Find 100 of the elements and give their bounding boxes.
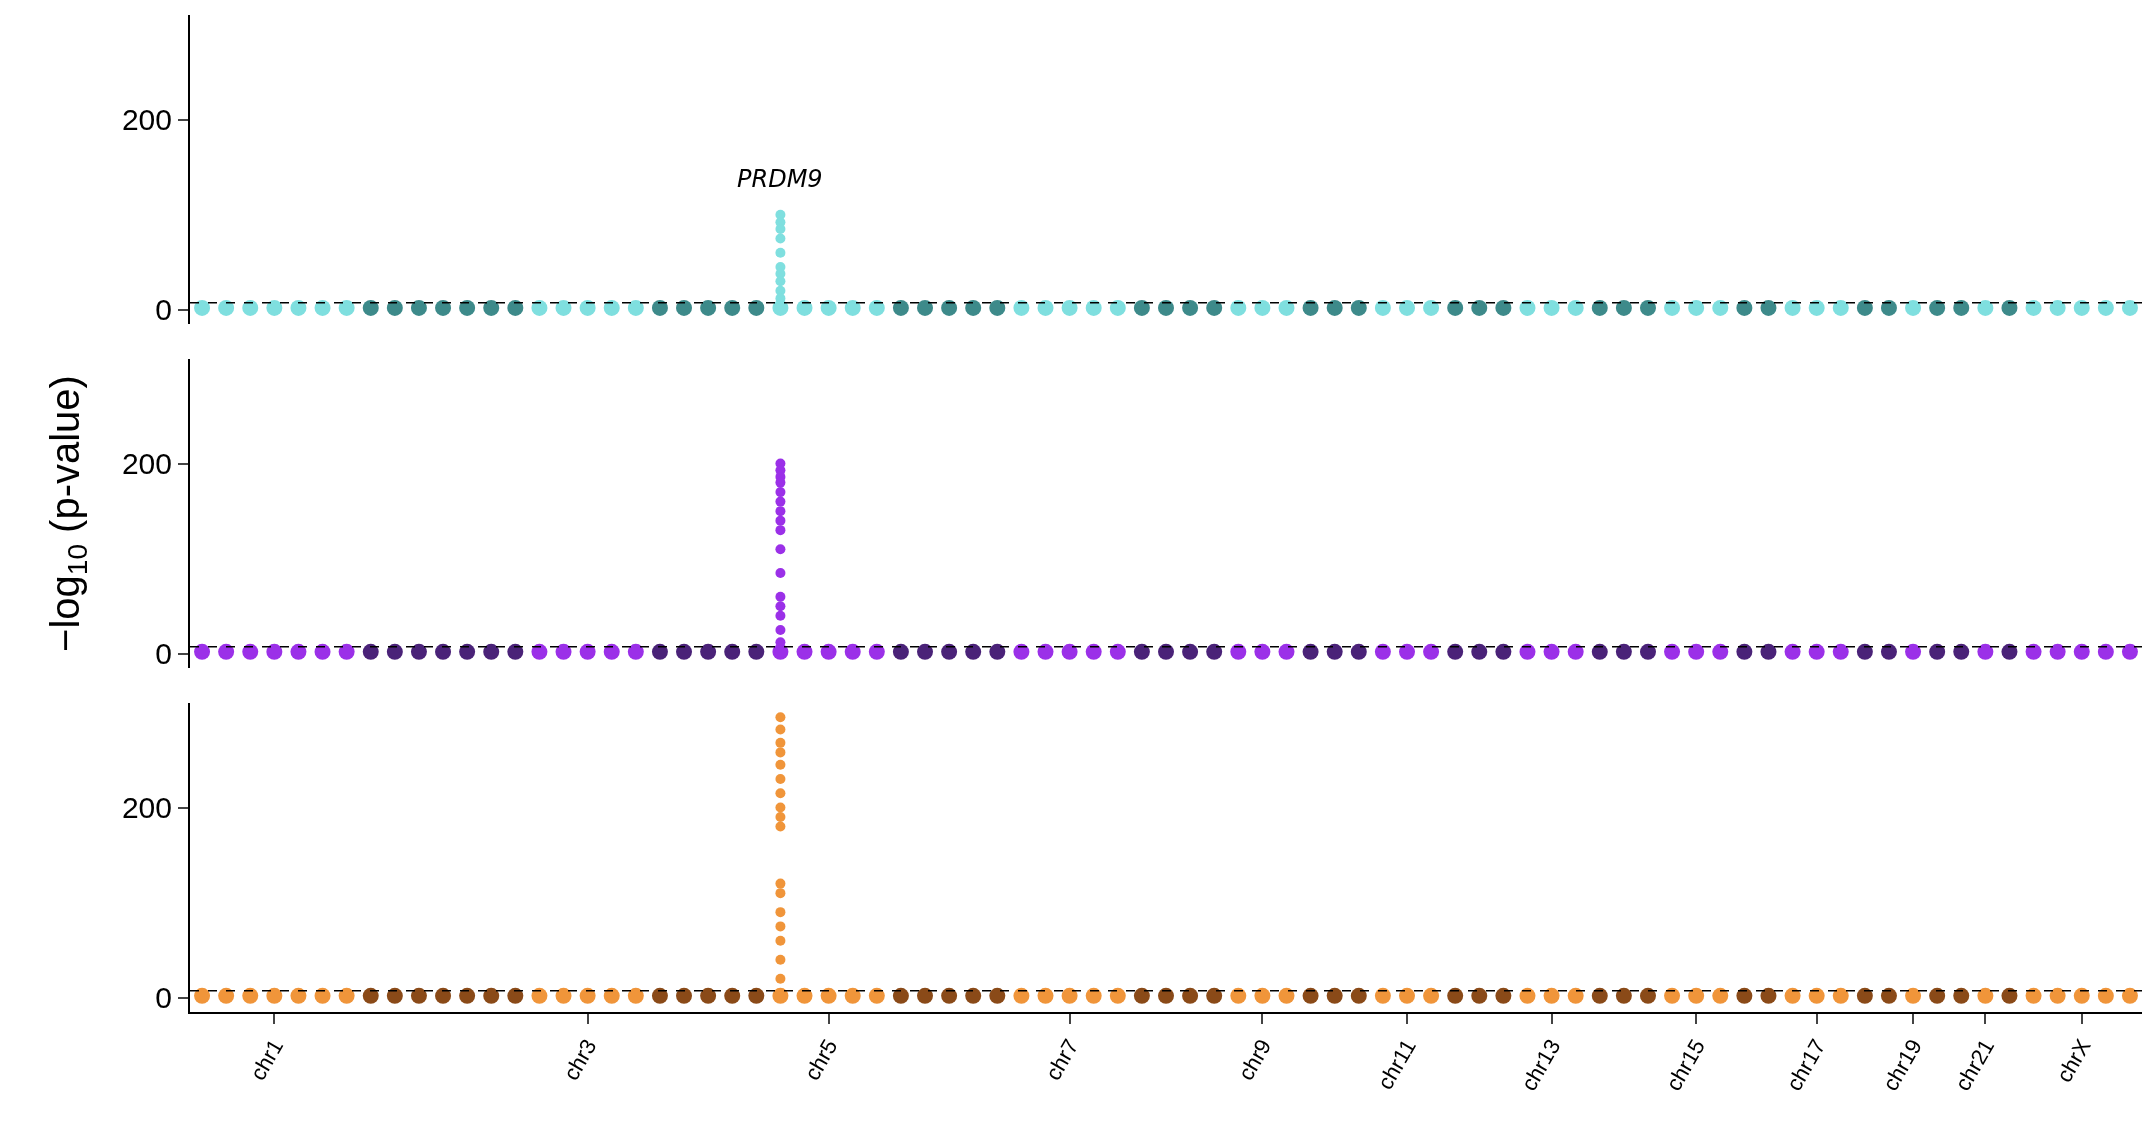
point bbox=[965, 299, 982, 316]
point bbox=[1326, 643, 1343, 660]
point bbox=[820, 987, 837, 1004]
point bbox=[775, 496, 786, 507]
point bbox=[941, 987, 958, 1004]
point bbox=[1133, 299, 1150, 316]
point bbox=[410, 987, 427, 1004]
point bbox=[844, 987, 861, 1004]
point bbox=[1109, 987, 1126, 1004]
point bbox=[1254, 299, 1271, 316]
point bbox=[1736, 643, 1753, 660]
point bbox=[555, 299, 572, 316]
point bbox=[1423, 987, 1440, 1004]
point bbox=[1808, 987, 1825, 1004]
point bbox=[844, 643, 861, 660]
point bbox=[676, 987, 693, 1004]
point bbox=[507, 299, 524, 316]
point bbox=[1615, 299, 1632, 316]
point bbox=[338, 299, 355, 316]
point bbox=[775, 487, 786, 498]
point bbox=[1350, 987, 1367, 1004]
point bbox=[1567, 643, 1584, 660]
point bbox=[1688, 987, 1705, 1004]
point bbox=[775, 567, 786, 578]
point bbox=[1639, 987, 1656, 1004]
point bbox=[603, 987, 620, 1004]
point bbox=[1206, 643, 1223, 660]
point bbox=[700, 299, 717, 316]
point bbox=[1399, 643, 1415, 660]
point bbox=[965, 643, 982, 660]
point bbox=[2001, 299, 2018, 316]
point bbox=[627, 299, 644, 316]
point bbox=[796, 299, 813, 316]
point bbox=[775, 276, 786, 287]
point bbox=[1712, 643, 1729, 660]
point bbox=[1037, 643, 1054, 660]
point bbox=[1495, 643, 1512, 660]
point bbox=[1254, 987, 1271, 1004]
point bbox=[775, 788, 786, 799]
point bbox=[579, 643, 596, 660]
point bbox=[1736, 987, 1753, 1004]
point bbox=[266, 987, 283, 1004]
point bbox=[483, 987, 500, 1004]
point bbox=[1206, 987, 1223, 1004]
point bbox=[1350, 643, 1367, 660]
point bbox=[1953, 643, 1970, 660]
point bbox=[1254, 643, 1271, 660]
point bbox=[1061, 987, 1078, 1004]
point bbox=[1085, 643, 1102, 660]
point bbox=[965, 987, 982, 1004]
point bbox=[775, 774, 786, 785]
point bbox=[1278, 643, 1295, 660]
point bbox=[1399, 987, 1415, 1004]
point bbox=[1639, 299, 1656, 316]
point bbox=[1182, 987, 1199, 1004]
point bbox=[775, 935, 786, 946]
point bbox=[748, 987, 765, 1004]
y-tick-label: 200 bbox=[121, 103, 172, 137]
point bbox=[2073, 299, 2090, 316]
point bbox=[1832, 987, 1849, 1004]
point bbox=[2025, 299, 2042, 316]
point bbox=[941, 299, 958, 316]
point bbox=[1158, 299, 1174, 316]
point bbox=[1374, 987, 1391, 1004]
point bbox=[266, 299, 283, 316]
point bbox=[435, 299, 452, 316]
point bbox=[627, 643, 644, 660]
point bbox=[1905, 299, 1922, 316]
point bbox=[507, 643, 524, 660]
point bbox=[362, 643, 379, 660]
point bbox=[338, 987, 355, 1004]
point bbox=[1326, 987, 1343, 1004]
point bbox=[1880, 987, 1897, 1004]
point bbox=[1615, 643, 1632, 660]
point bbox=[775, 712, 786, 723]
point bbox=[1832, 299, 1849, 316]
point bbox=[748, 643, 765, 660]
point bbox=[1471, 299, 1488, 316]
point bbox=[1856, 987, 1873, 1004]
point bbox=[1808, 643, 1825, 660]
point bbox=[1929, 643, 1946, 660]
annotation: PRDM9 bbox=[737, 165, 823, 193]
point bbox=[1905, 987, 1922, 1004]
point bbox=[435, 643, 452, 660]
point bbox=[1374, 299, 1391, 316]
point bbox=[2001, 987, 2018, 1004]
point bbox=[2097, 299, 2114, 316]
point bbox=[1784, 299, 1801, 316]
point bbox=[1953, 299, 1970, 316]
point bbox=[1133, 987, 1150, 1004]
point bbox=[1567, 299, 1584, 316]
point bbox=[775, 802, 786, 813]
point bbox=[1037, 987, 1054, 1004]
point bbox=[1278, 299, 1295, 316]
point bbox=[775, 610, 786, 621]
point bbox=[892, 299, 909, 316]
point bbox=[2073, 987, 2090, 1004]
point bbox=[1784, 643, 1801, 660]
point bbox=[1543, 987, 1560, 1004]
point bbox=[1543, 299, 1560, 316]
